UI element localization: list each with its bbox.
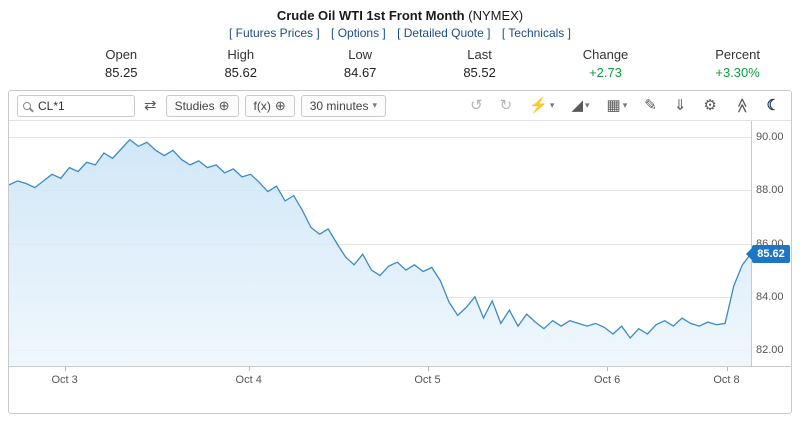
download-icon: ⇓ xyxy=(673,97,687,114)
y-axis-label: 82.00 xyxy=(756,344,784,356)
x-axis-tick xyxy=(248,367,250,371)
search-icon xyxy=(23,101,31,110)
x-axis-label: Oct 8 xyxy=(713,374,740,386)
gridline xyxy=(9,190,751,192)
quote-strip: Open 85.25 High 85.62 Low 84.67 Last 85.… xyxy=(105,47,760,80)
download-button[interactable]: ⇓ xyxy=(671,98,690,113)
quote-change: Change +2.73 xyxy=(582,47,629,80)
quick-tools-icon: ⚡ xyxy=(529,97,548,114)
chart-row: 85.62 90.00 88.00 86.00 84.00 82.00 xyxy=(9,121,791,367)
gridline xyxy=(9,137,751,138)
collapse-button[interactable]: ≪ xyxy=(731,97,753,114)
theme-moon-icon: ☾ xyxy=(766,97,780,114)
y-axis-label: 84.00 xyxy=(756,290,784,303)
exchange-label: (NYMEX) xyxy=(468,8,524,23)
studies-button[interactable]: Studies ⊕ xyxy=(165,94,239,117)
title-line: Crude Oil WTI 1st Front Month (NYMEX) xyxy=(0,8,800,23)
y-axis: 85.62 90.00 88.00 86.00 84.00 82.00 xyxy=(746,121,791,367)
link-detailed-quote[interactable]: [ Detailed Quote ] xyxy=(397,26,491,40)
compare-symbol-button[interactable]: ⇄ xyxy=(141,98,160,113)
draw-icon: ✎ xyxy=(644,97,657,114)
chart-type-button[interactable]: ◢ ▾ xyxy=(568,98,592,113)
x-axis-tick xyxy=(726,367,728,371)
chart-panel: ⇄ Studies ⊕ f(x) ⊕ 30 minutes ▾ ↺ ↻ ⚡▾ ◢… xyxy=(8,90,792,414)
undo-icon: ↺ xyxy=(470,97,483,114)
chart-toolbar: ⇄ Studies ⊕ f(x) ⊕ 30 minutes ▾ ↺ ↻ ⚡▾ ◢… xyxy=(9,91,791,121)
plus-circle-icon: ⊕ xyxy=(274,97,286,113)
chevron-down-icon: ▾ xyxy=(372,100,377,110)
quote-last: Last 85.52 xyxy=(463,47,496,80)
chevron-down-icon: ▾ xyxy=(584,100,590,110)
chevron-down-icon: ▾ xyxy=(622,100,628,110)
plus-circle-icon: ⊕ xyxy=(218,97,230,113)
fx-button[interactable]: f(x) ⊕ xyxy=(244,94,295,117)
price-series-svg xyxy=(9,138,751,366)
toolbar-right-icons: ↺ ↻ ⚡ ▾ ◢ ▾ ▦ ▾ ✎ ⇓ ⚙ ≪ ☾ xyxy=(467,97,783,114)
y-axis-label: 90.00 xyxy=(756,131,784,143)
symbol-input[interactable] xyxy=(36,97,116,114)
link-technicals[interactable]: [ Technicals ] xyxy=(501,26,571,40)
settings-icon: ⚙ xyxy=(703,97,717,114)
chart-bottom-row: Oct 3 Oct 4 Oct 5 Oct 6 Oct 8 xyxy=(9,367,791,413)
badge-arrow-icon xyxy=(746,247,752,260)
compare-icon: ⇄ xyxy=(144,97,157,114)
theme-toggle-button[interactable]: ☾ xyxy=(764,98,783,113)
quote-percent: Percent +3.30% xyxy=(715,47,760,80)
quote-links: [ Futures Prices ] [ Options ] [ Detaile… xyxy=(0,26,800,40)
quote-low: Low 84.67 xyxy=(343,47,377,80)
redo-icon: ↻ xyxy=(499,97,513,114)
chart-plot[interactable] xyxy=(9,121,751,367)
link-futures-prices[interactable]: [ Futures Prices ] xyxy=(229,26,320,40)
x-axis-tick xyxy=(427,367,429,371)
timeframe-dropdown[interactable]: 30 minutes ▾ xyxy=(300,94,386,117)
redo-button[interactable]: ↻ xyxy=(497,98,516,113)
last-price-badge: 85.62 xyxy=(746,244,790,263)
x-axis-tick xyxy=(607,367,609,371)
y-axis-label: 88.00 xyxy=(756,184,784,197)
chevron-down-icon: ▾ xyxy=(549,100,555,110)
x-axis-label: Oct 4 xyxy=(235,374,262,386)
timeframe-label: 30 minutes xyxy=(309,98,369,113)
chart-type-icon: ◢ xyxy=(571,97,583,114)
x-axis-tick xyxy=(64,367,66,371)
settings-button[interactable]: ⚙ xyxy=(700,98,719,113)
x-axis: Oct 3 Oct 4 Oct 5 Oct 6 Oct 8 xyxy=(9,367,751,413)
x-axis-label: Oct 3 xyxy=(51,374,78,386)
axis-corner xyxy=(751,367,791,413)
last-price-value: 85.62 xyxy=(757,247,785,260)
x-axis-label: Oct 6 xyxy=(593,374,621,386)
layout-grid-button[interactable]: ▦ ▾ xyxy=(604,98,631,113)
gridline xyxy=(9,243,751,245)
draw-button[interactable]: ✎ xyxy=(641,98,660,113)
quick-tools-button[interactable]: ⚡ ▾ xyxy=(526,98,557,113)
fx-label: f(x) xyxy=(253,98,271,113)
x-axis-label: Oct 5 xyxy=(414,374,441,386)
quote-open: Open 85.25 xyxy=(105,47,138,80)
collapse-icon: ≪ xyxy=(733,97,751,114)
quote-high: High 85.62 xyxy=(224,47,257,80)
studies-label: Studies xyxy=(174,98,215,113)
link-options[interactable]: [ Options ] xyxy=(331,26,386,40)
undo-button[interactable]: ↺ xyxy=(467,98,486,113)
page-title: Crude Oil WTI 1st Front Month xyxy=(276,8,465,23)
symbol-search[interactable] xyxy=(17,94,135,117)
quote-header: Crude Oil WTI 1st Front Month (NYMEX) [ … xyxy=(0,0,800,80)
layout-grid-icon: ▦ xyxy=(606,97,621,114)
